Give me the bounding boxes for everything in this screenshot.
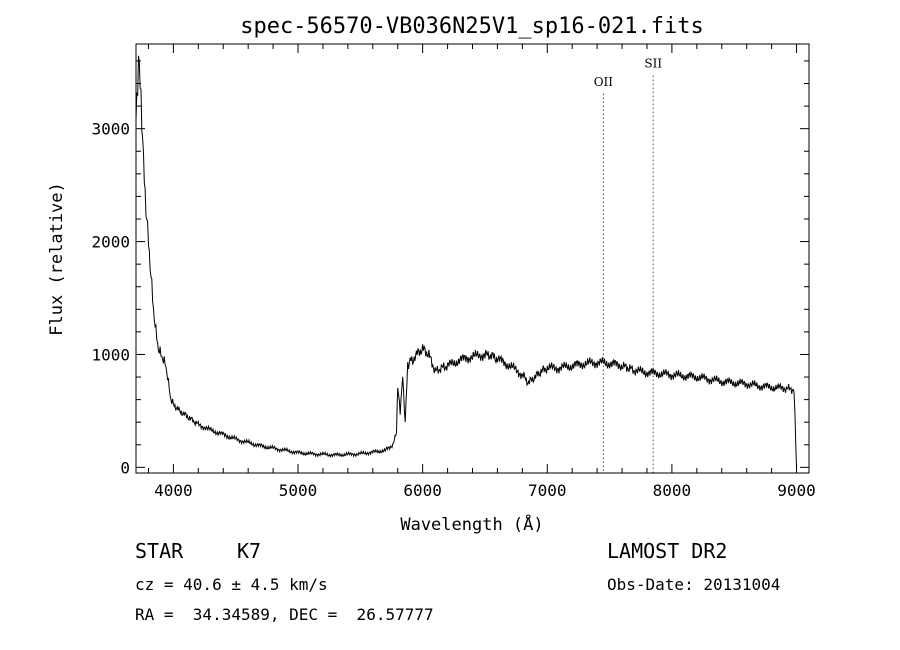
x-tick-label: 7000 bbox=[528, 481, 567, 500]
y-axis-label: Flux (relative) bbox=[47, 182, 67, 336]
chart-title: spec-56570-VB036N25V1_sp16-021.fits bbox=[240, 14, 704, 39]
y-tick-label: 1000 bbox=[91, 345, 130, 364]
x-axis: 4000 5000 6000 7000 8000 9000 bbox=[147, 44, 816, 500]
x-tick-label: 4000 bbox=[154, 481, 193, 500]
redshift-cz: cz = 40.6 ± 4.5 km/s bbox=[135, 575, 328, 594]
ra-dec-coordinates: RA = 34.34589, DEC = 26.57777 bbox=[135, 605, 434, 624]
y-tick-label: 0 bbox=[120, 458, 130, 477]
object-subclass: K7 bbox=[237, 539, 262, 563]
annotation-label: OII bbox=[594, 75, 614, 89]
y-tick-label: 2000 bbox=[91, 233, 130, 252]
x-axis-label: Wavelength (Å) bbox=[400, 513, 543, 535]
line-annotations: OII SII bbox=[594, 57, 662, 473]
x-tick-label: 8000 bbox=[653, 481, 692, 500]
object-class: STAR bbox=[135, 539, 184, 563]
flux-series-line bbox=[135, 55, 797, 468]
plot-frame bbox=[135, 43, 810, 474]
observation-date: Obs-Date: 20131004 bbox=[607, 575, 781, 594]
x-tick-label: 6000 bbox=[403, 481, 442, 500]
survey-name: LAMOST DR2 bbox=[607, 539, 728, 563]
spectrum-chart: spec-56570-VB036N25V1_sp16-021.fits 4000… bbox=[47, 14, 816, 535]
x-tick-label: 5000 bbox=[279, 481, 318, 500]
y-axis: 0 1000 2000 3000 bbox=[91, 60, 809, 477]
annotation-label: SII bbox=[644, 57, 662, 71]
x-tick-label: 9000 bbox=[777, 481, 816, 500]
y-tick-label: 3000 bbox=[91, 120, 130, 139]
